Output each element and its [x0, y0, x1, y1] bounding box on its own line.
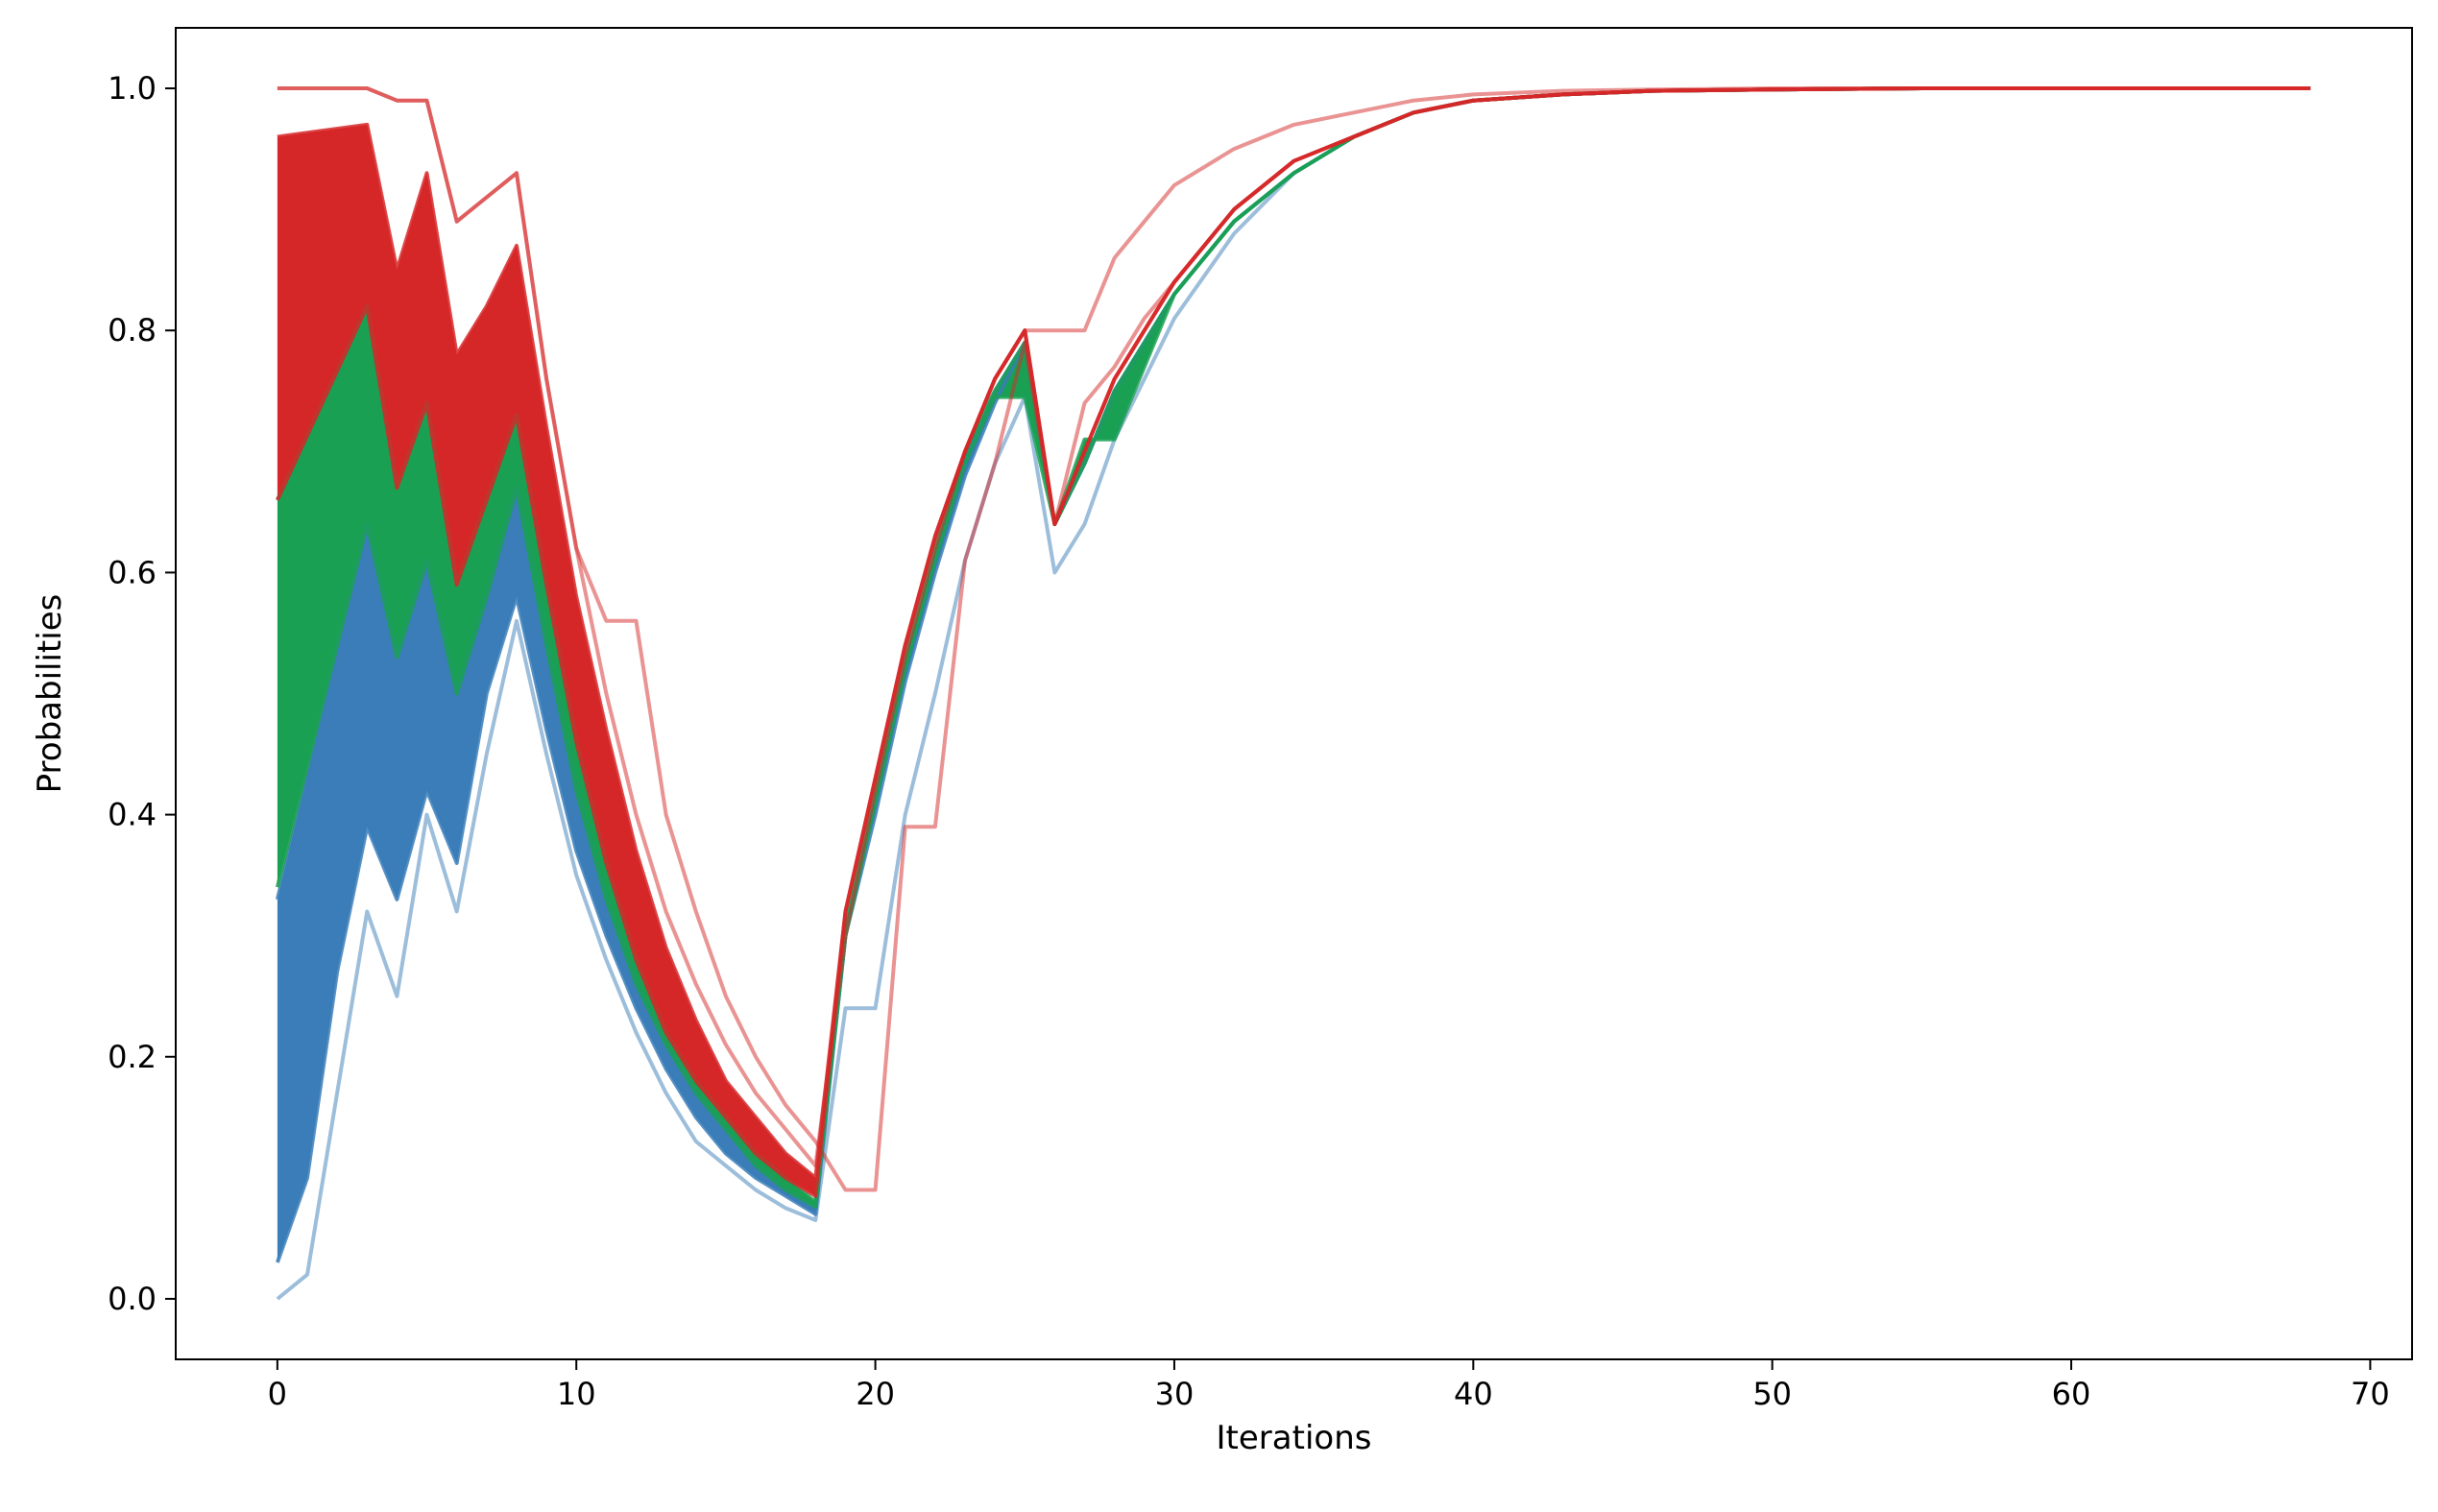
- x-axis-ticks: 0 10 20 30 40 50 60 70: [268, 1359, 2390, 1412]
- y-axis-label: Probabilities: [31, 594, 69, 794]
- y-tick-label: 0.6: [108, 554, 157, 590]
- x-tick-label: 20: [856, 1376, 895, 1412]
- x-tick-label: 50: [1752, 1376, 1792, 1412]
- x-tick-label: 40: [1454, 1376, 1493, 1412]
- x-tick-label: 70: [2351, 1376, 2390, 1412]
- y-tick-label: 0.0: [108, 1281, 157, 1317]
- x-tick-label: 10: [557, 1376, 596, 1412]
- y-tick-label: 0.2: [108, 1039, 157, 1075]
- data-lines: [275, 86, 2311, 1301]
- x-axis-label: Iterations: [1217, 1419, 1372, 1457]
- y-axis-ticks: 0.0 0.2 0.4 0.6 0.8 1.0: [108, 70, 176, 1317]
- y-tick-label: 0.4: [108, 797, 157, 833]
- y-tick-label: 1.0: [108, 70, 157, 107]
- x-tick-label: 0: [268, 1376, 287, 1412]
- y-tick-label: 0.8: [108, 312, 157, 348]
- red-series-line-8: [277, 86, 2311, 1168]
- x-tick-label: 30: [1155, 1376, 1195, 1412]
- plot-frame: [175, 27, 2413, 1360]
- x-tick-label: 60: [2052, 1376, 2091, 1412]
